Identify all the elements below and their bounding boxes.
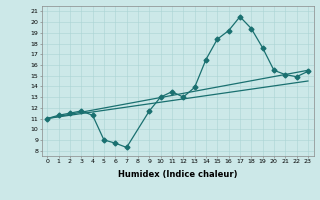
X-axis label: Humidex (Indice chaleur): Humidex (Indice chaleur) xyxy=(118,170,237,179)
